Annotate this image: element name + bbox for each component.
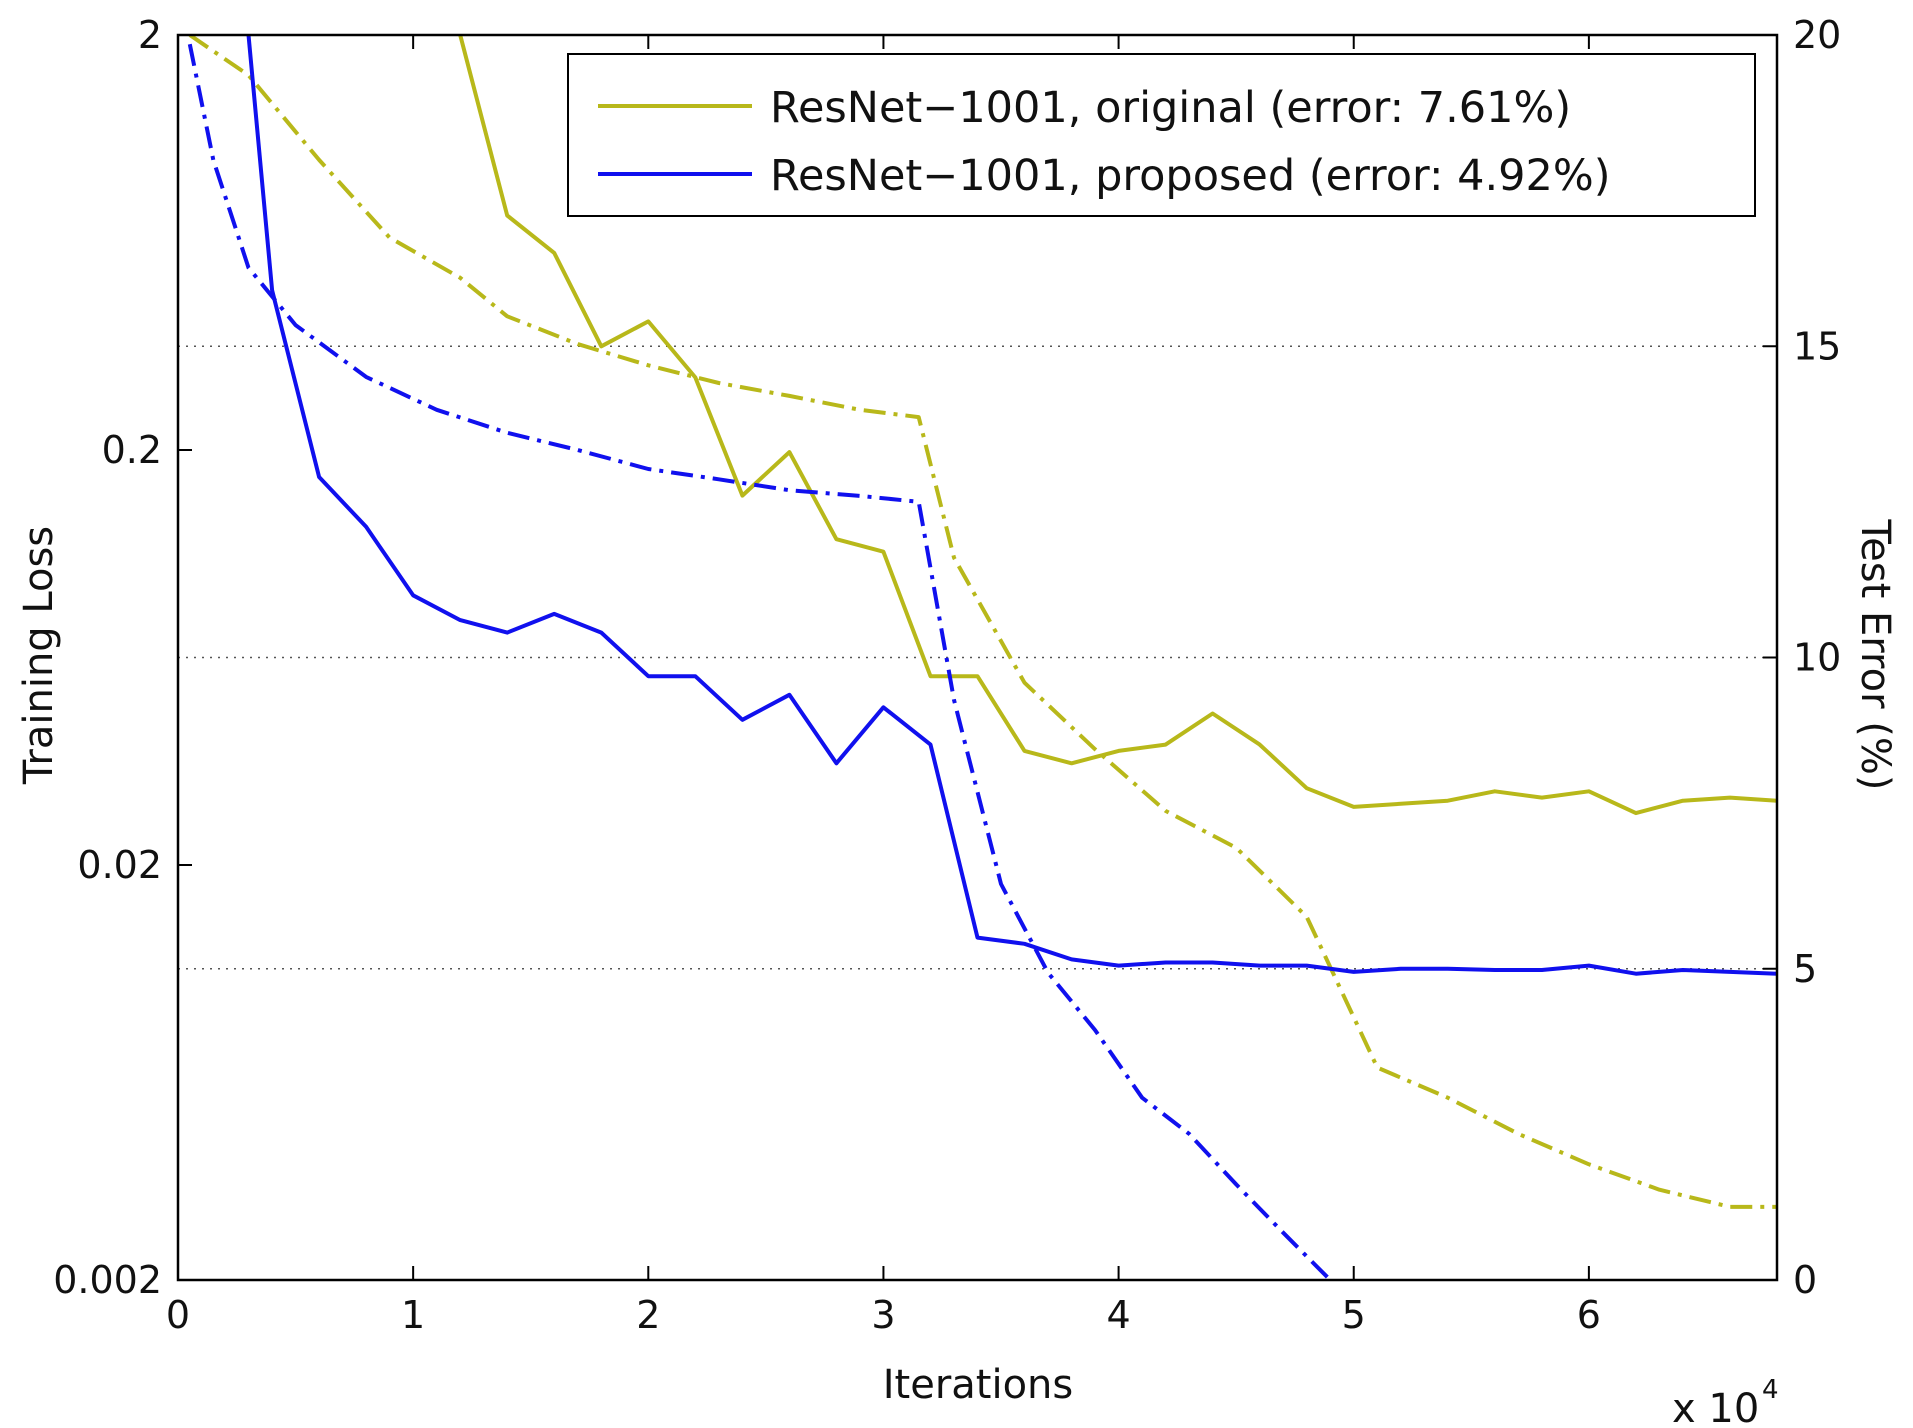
legend-box [567, 53, 1756, 217]
y-right-tick-label: 10 [1793, 636, 1841, 680]
x-tick-label: 6 [1577, 1293, 1601, 1337]
y-left-axis-label: Training Loss [16, 526, 62, 785]
plot-area [187, 35, 1777, 1280]
y-right-tick-label: 0 [1793, 1258, 1817, 1302]
x-tick-label: 0 [166, 1293, 190, 1337]
gridlines [178, 345, 1777, 970]
x-multiplier-exponent: 4 [1762, 1375, 1779, 1405]
x-tick-label: 3 [871, 1293, 895, 1337]
y-left-tick-label: 0.002 [53, 1258, 162, 1302]
test-error-line-proposed [246, 35, 1777, 976]
plot-frame [176, 33, 1779, 1282]
x-tick-label: 1 [401, 1293, 425, 1337]
y-left-tick-label: 2 [138, 13, 162, 57]
x-tick-label: 4 [1106, 1293, 1130, 1337]
series-group [187, 35, 1777, 1280]
legend: ResNet−1001, original (error: 7.61%) Res… [567, 53, 1756, 217]
x-multiplier-label: x 10 [1672, 1386, 1759, 1428]
y-right-tick-label: 15 [1793, 324, 1841, 368]
training-loss-line-proposed [187, 43, 1332, 1280]
y-left-tick-label: 0.02 [77, 843, 162, 887]
x-tick-label: 5 [1342, 1293, 1366, 1337]
y-right-tick-label: 20 [1793, 13, 1841, 57]
x-tick-label: 2 [636, 1293, 660, 1337]
y-right-tick-label: 5 [1793, 947, 1817, 991]
legend-label-proposed: ResNet−1001, proposed (error: 4.92%) [770, 151, 1611, 201]
y-right-axis-label: Test Error (%) [1852, 519, 1898, 791]
x-axis-label: Iterations [883, 1362, 1074, 1408]
legend-label-original: ResNet−1001, original (error: 7.61%) [770, 83, 1571, 133]
test-error-line-original [458, 35, 1777, 816]
training-loss-line-original [188, 35, 1777, 1209]
y-left-tick-label: 0.2 [102, 428, 162, 472]
